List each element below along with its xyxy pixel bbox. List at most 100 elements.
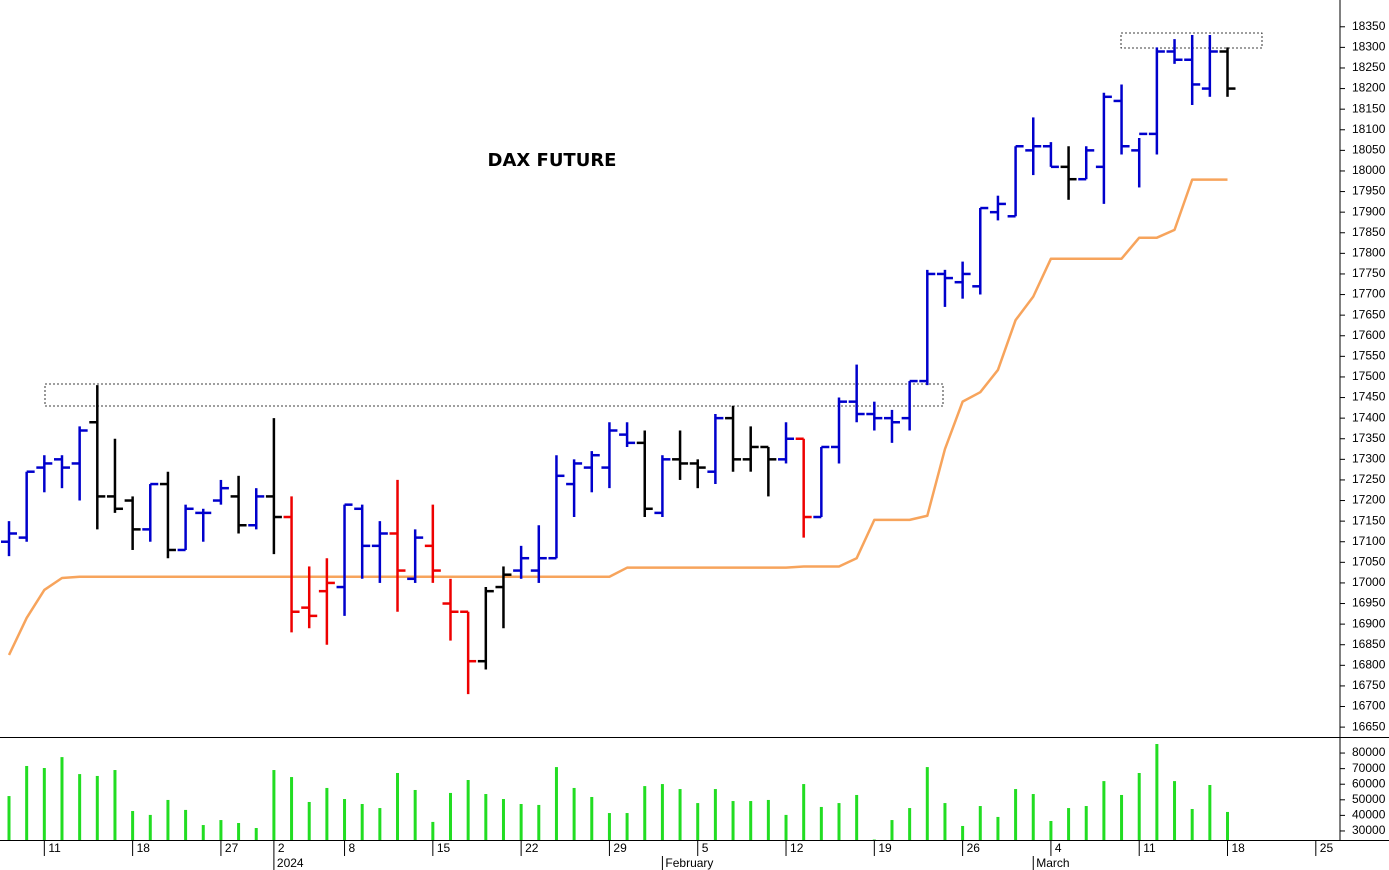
- y-tick-label: 16700: [1352, 699, 1386, 713]
- y-tick-label: 17050: [1352, 555, 1386, 569]
- y-tick-label: 16900: [1352, 616, 1386, 630]
- volume-bar: [660, 784, 664, 840]
- volume-bar: [696, 803, 700, 840]
- volume-bar: [1173, 781, 1177, 840]
- y-tick-label: 18250: [1352, 60, 1386, 74]
- volume-bar: [237, 823, 241, 840]
- volume-bar: [572, 787, 576, 840]
- y-tick-label: 50000: [1352, 792, 1386, 806]
- x-tick-label: 27: [225, 841, 239, 855]
- y-tick-label: 17950: [1352, 184, 1386, 198]
- volume-bar: [1120, 794, 1124, 840]
- volume-bar: [590, 796, 594, 840]
- volume-bar: [749, 801, 753, 840]
- volume-bar: [1208, 784, 1212, 840]
- volume-bar: [113, 770, 117, 840]
- x-tick-label: 2: [278, 841, 285, 855]
- y-tick-label: 18150: [1352, 101, 1386, 115]
- volume-bar: [837, 803, 841, 840]
- volume-bar: [201, 825, 205, 840]
- x-tick-label: 8: [349, 841, 356, 855]
- volume-bar: [978, 806, 982, 840]
- volume-bar: [484, 794, 488, 840]
- y-tick-label: 17600: [1352, 328, 1386, 342]
- volume-bar: [95, 775, 99, 840]
- volume-bar: [60, 757, 64, 840]
- y-tick-label: 18050: [1352, 143, 1386, 157]
- y-tick-label: 18000: [1352, 163, 1386, 177]
- y-tick-label: 30000: [1352, 823, 1386, 837]
- volume-bar: [378, 808, 382, 840]
- volume-bar: [25, 765, 29, 840]
- volume-bar: [1084, 806, 1088, 840]
- volume-bar: [996, 816, 1000, 840]
- volume-bar: [855, 794, 859, 840]
- volume-bar: [1014, 789, 1018, 840]
- y-tick-label: 17200: [1352, 493, 1386, 507]
- x-tick-label: 25: [1320, 841, 1334, 855]
- x-tick-label: 26: [967, 841, 981, 855]
- x-tick-label: 11: [1143, 841, 1156, 855]
- y-tick-label: 16850: [1352, 637, 1386, 651]
- volume-bar: [925, 767, 929, 840]
- volume-bar: [254, 828, 258, 840]
- volume-bar: [766, 799, 770, 840]
- y-tick-label: 18100: [1352, 122, 1386, 136]
- x-tick-label: 12: [790, 841, 804, 855]
- volume-bar: [1155, 744, 1159, 840]
- month-label: March: [1036, 856, 1069, 870]
- y-tick-label: 16950: [1352, 596, 1386, 610]
- y-tick-label: 16800: [1352, 657, 1386, 671]
- volume-bar: [890, 820, 894, 840]
- y-tick-label: 17250: [1352, 472, 1386, 486]
- y-tick-label: 17700: [1352, 287, 1386, 301]
- volume-bar: [625, 813, 629, 840]
- x-tick-label: 18: [1232, 841, 1246, 855]
- volume-bar: [307, 801, 311, 840]
- y-tick-label: 17100: [1352, 534, 1386, 548]
- y-tick-label: 17550: [1352, 349, 1386, 363]
- y-tick-label: 17800: [1352, 246, 1386, 260]
- y-tick-label: 17450: [1352, 390, 1386, 404]
- volume-bar: [466, 780, 470, 840]
- y-tick-label: 17400: [1352, 410, 1386, 424]
- volume-bar: [42, 768, 46, 840]
- volume-bar: [819, 806, 823, 840]
- volume-bar: [448, 792, 452, 840]
- volume-bar: [396, 772, 400, 840]
- volume-bar: [325, 787, 329, 840]
- volume-bar: [290, 777, 294, 840]
- x-tick-label: 4: [1055, 841, 1062, 855]
- y-tick-label: 17750: [1352, 266, 1386, 280]
- volume-bar: [731, 801, 735, 840]
- month-label: February: [665, 856, 713, 870]
- volume-bar: [784, 814, 788, 840]
- volume-bar: [360, 804, 364, 840]
- x-tick-label: 15: [437, 841, 451, 855]
- y-tick-label: 80000: [1352, 745, 1386, 759]
- y-tick-label: 18200: [1352, 81, 1386, 95]
- volume-bar: [431, 821, 435, 840]
- volume-bar: [166, 799, 170, 840]
- volume-bar: [1190, 808, 1194, 840]
- volume-bar: [678, 789, 682, 840]
- y-tick-label: 17150: [1352, 513, 1386, 527]
- volume-bar: [1102, 781, 1106, 840]
- volume-bar: [7, 796, 11, 840]
- volume-bar: [78, 774, 82, 840]
- y-tick-label: 17900: [1352, 204, 1386, 218]
- x-tick-label: 29: [613, 841, 627, 855]
- y-tick-label: 16750: [1352, 678, 1386, 692]
- volume-bar: [643, 786, 647, 840]
- y-tick-label: 40000: [1352, 808, 1386, 822]
- month-label: 2024: [277, 856, 304, 870]
- volume-bar: [184, 809, 188, 840]
- volume-bar: [961, 825, 965, 840]
- volume-bar: [1226, 811, 1230, 840]
- y-tick-label: 60000: [1352, 776, 1386, 790]
- volume-bar: [272, 770, 276, 840]
- volume-bar: [413, 789, 417, 840]
